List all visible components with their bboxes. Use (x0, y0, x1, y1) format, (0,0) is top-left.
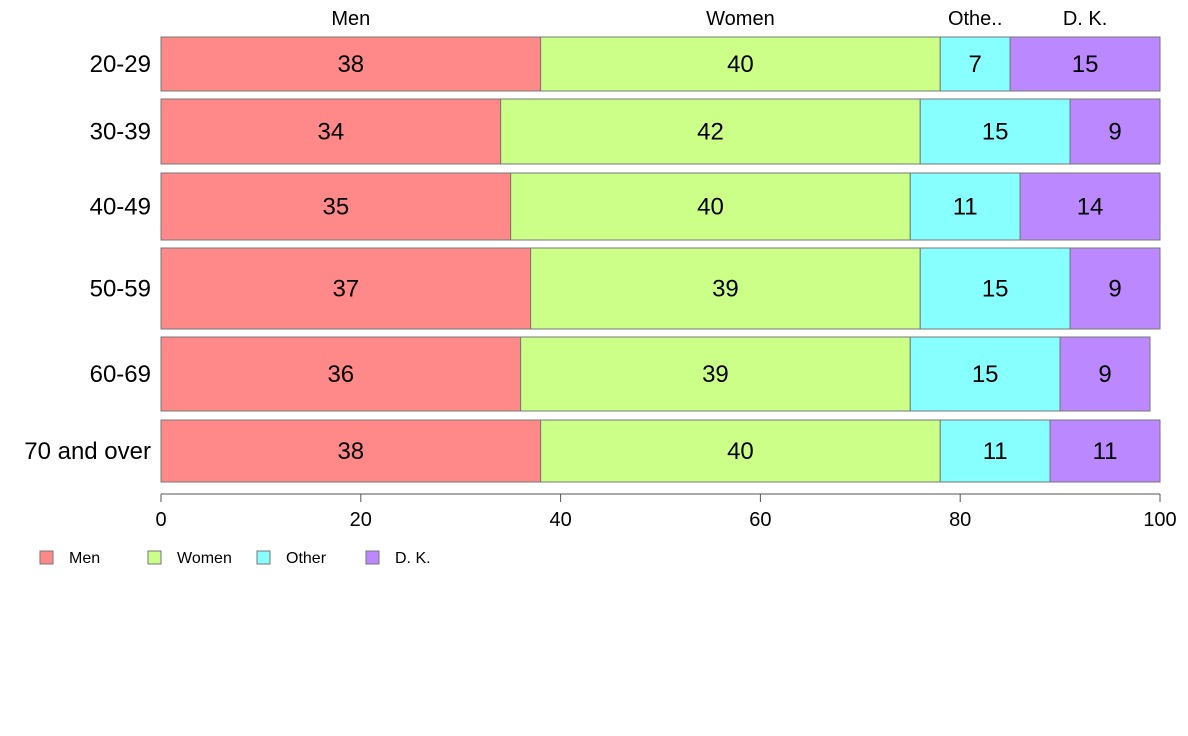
bar-segment (540, 419, 941, 483)
bar-segment (939, 36, 1011, 92)
category-label: 70 and over (24, 438, 151, 465)
bar-value-label: 15 (982, 276, 1009, 303)
bar-value-label: 11 (983, 438, 1008, 465)
legend-swatch (39, 550, 54, 565)
bar-value-label: 40 (727, 51, 754, 78)
category-label: 30-39 (90, 119, 151, 146)
x-tick-label: 60 (749, 509, 771, 531)
bar-segment (160, 336, 522, 412)
bar-segment (1049, 419, 1161, 483)
bar-value-label: 39 (702, 361, 729, 388)
row-labels: 20-29 30-39 40-49 50-59 60-69 70 and over (24, 51, 151, 465)
bar-segment (160, 98, 502, 165)
column-header-label: Men (331, 8, 370, 30)
column-header-label: D. K. (1063, 8, 1107, 30)
bar-segment (520, 336, 911, 412)
column-header-label: Othe.. (948, 8, 1002, 30)
category-label: 50-59 (90, 276, 151, 303)
bar-value-label: 36 (327, 361, 354, 388)
bar-segment (1009, 36, 1161, 92)
x-tick-label: 0 (155, 509, 166, 531)
bar-segment (160, 419, 542, 483)
bar-value-label: 9 (1108, 276, 1121, 303)
bar-value-label: 7 (969, 51, 982, 78)
legend-label: Women (177, 550, 232, 567)
bar-segment (919, 98, 1071, 165)
bar-segment (939, 419, 1051, 483)
bar-segment (909, 336, 1061, 412)
legend-swatch (365, 550, 380, 565)
bar-segment (1069, 247, 1161, 330)
x-tick-label: 80 (949, 509, 971, 531)
bar-value-label: 14 (1077, 194, 1104, 221)
legend-label: Men (69, 550, 100, 567)
bar-value-label: 37 (332, 276, 359, 303)
bar-value-label: 39 (712, 276, 739, 303)
bar-value-label: 34 (317, 119, 344, 146)
legend-swatch (147, 550, 162, 565)
legend: Men Women Other D. K. (39, 550, 431, 567)
legend-label: Other (286, 550, 327, 567)
top-labels: Men Women Othe.. D. K. (331, 8, 1107, 30)
bar-value-label: 11 (1093, 438, 1118, 465)
x-axis: 0 20 40 60 80 100 (155, 493, 1177, 531)
column-header-label: Women (706, 8, 775, 30)
bar-value-label: 40 (727, 438, 754, 465)
bar-segment (160, 36, 542, 92)
category-label: 40-49 (90, 194, 151, 221)
bar-value-label: 9 (1108, 119, 1121, 146)
bar-segment (500, 98, 921, 165)
bar-segment (530, 247, 921, 330)
bars: 38 40 7 15 34 42 15 9 35 40 11 14 37 39 15 9 36 39 15 9 38 40… (160, 36, 1161, 483)
bar-segment (160, 247, 532, 330)
category-label: 20-29 (90, 51, 151, 78)
bar-value-label: 35 (322, 194, 349, 221)
bar-value-label: 42 (697, 119, 724, 146)
bar-value-label: 15 (972, 361, 999, 388)
bar-segment (540, 36, 941, 92)
bar-value-label: 40 (697, 194, 724, 221)
bar-segment (1069, 98, 1161, 165)
bar-value-label: 11 (953, 194, 978, 221)
bar-value-label: 15 (982, 119, 1009, 146)
category-label: 60-69 (90, 361, 151, 388)
legend-swatch (256, 550, 271, 565)
bar-segment (1019, 172, 1161, 241)
x-tick-label: 20 (350, 509, 372, 531)
bar-value-label: 38 (337, 51, 364, 78)
x-tick-label: 100 (1143, 509, 1176, 531)
bar-value-label: 9 (1098, 361, 1111, 388)
bar-segment (160, 172, 512, 241)
bar-value-label: 15 (1072, 51, 1099, 78)
bar-segment (510, 172, 911, 241)
bar-value-label: 38 (337, 438, 364, 465)
legend-label: D. K. (395, 550, 431, 567)
x-tick-label: 40 (549, 509, 571, 531)
bar-segment (919, 247, 1071, 330)
bar-segment (1059, 336, 1151, 412)
